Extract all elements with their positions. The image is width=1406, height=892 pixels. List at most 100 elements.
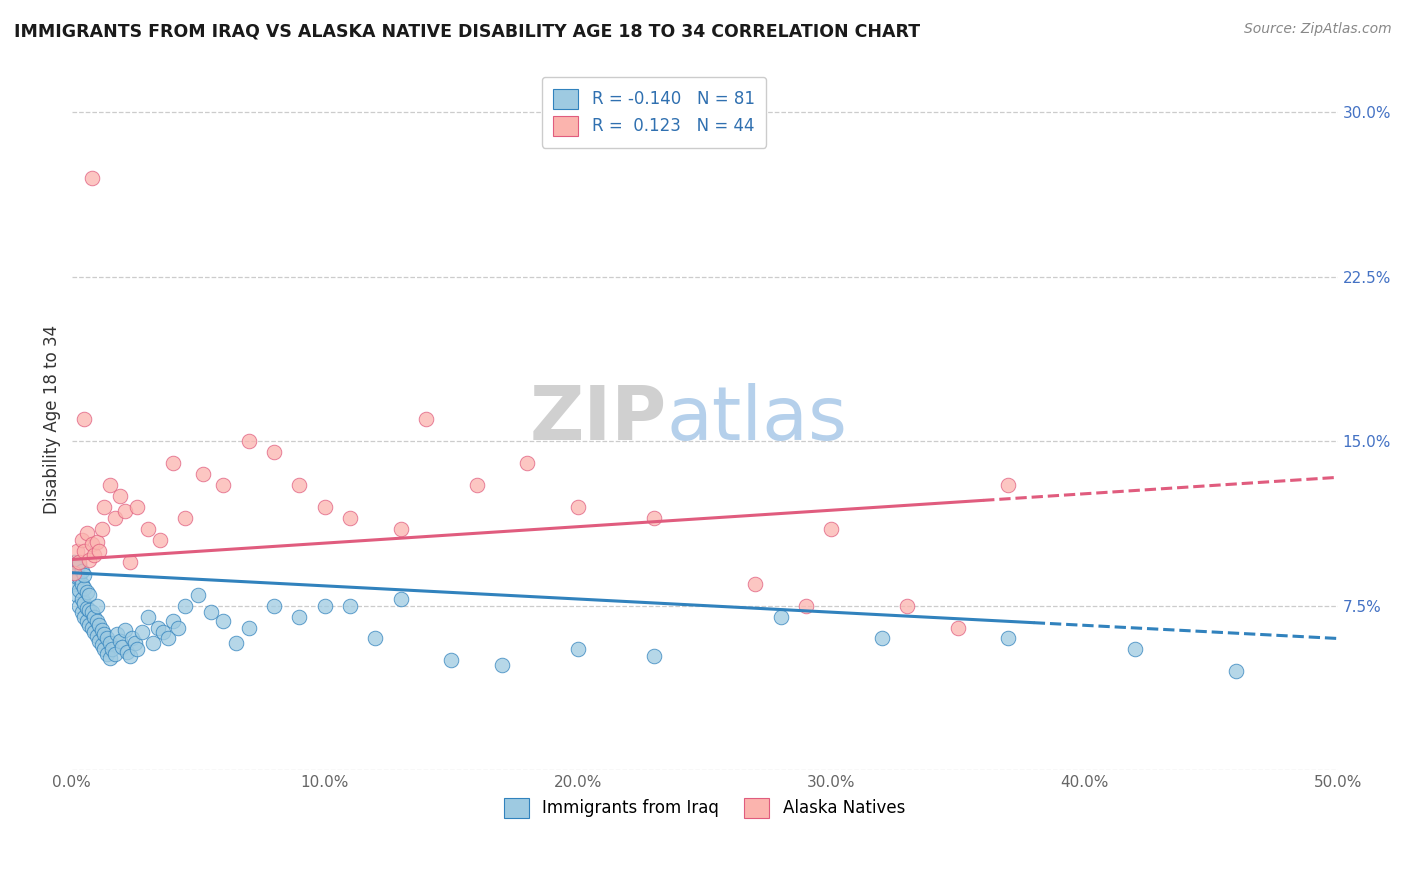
- Point: [70, 592, 93, 607]
- Point: [162, 456, 184, 470]
- Point: [187, 588, 209, 602]
- Point: [103, 647, 125, 661]
- Point: [152, 624, 174, 639]
- Point: [118, 555, 141, 569]
- Point: [339, 599, 361, 613]
- Point: [77, 603, 100, 617]
- Point: [314, 500, 336, 514]
- Point: [80, 605, 103, 619]
- Point: [98, 636, 121, 650]
- Point: [73, 412, 96, 426]
- Point: [794, 599, 817, 613]
- Point: [105, 627, 128, 641]
- Point: [77, 588, 100, 602]
- Point: [70, 576, 93, 591]
- Point: [117, 645, 139, 659]
- Point: [73, 609, 96, 624]
- Point: [121, 632, 143, 646]
- Point: [870, 632, 893, 646]
- Point: [212, 614, 235, 628]
- Point: [288, 609, 311, 624]
- Point: [118, 648, 141, 663]
- Point: [93, 627, 115, 641]
- Point: [769, 609, 792, 624]
- Point: [77, 618, 100, 632]
- Point: [339, 511, 361, 525]
- Point: [63, 566, 86, 580]
- Point: [127, 642, 149, 657]
- Point: [90, 522, 112, 536]
- Point: [124, 636, 146, 650]
- Text: ZIP: ZIP: [529, 383, 666, 456]
- Point: [86, 535, 108, 549]
- Point: [77, 552, 100, 566]
- Point: [83, 624, 105, 639]
- Point: [146, 620, 169, 634]
- Point: [114, 504, 136, 518]
- Point: [70, 564, 93, 578]
- Point: [136, 609, 159, 624]
- Point: [1225, 665, 1247, 679]
- Point: [90, 638, 112, 652]
- Point: [86, 629, 108, 643]
- Point: [389, 522, 412, 536]
- Point: [108, 489, 131, 503]
- Point: [162, 614, 184, 628]
- Point: [73, 581, 96, 595]
- Point: [415, 412, 437, 426]
- Point: [90, 623, 112, 637]
- Point: [73, 543, 96, 558]
- Point: [96, 632, 118, 646]
- Text: atlas: atlas: [666, 383, 848, 456]
- Point: [65, 561, 87, 575]
- Point: [174, 511, 197, 525]
- Point: [80, 171, 103, 186]
- Point: [149, 533, 172, 547]
- Point: [96, 647, 118, 661]
- Point: [440, 653, 463, 667]
- Point: [86, 614, 108, 628]
- Point: [111, 640, 134, 655]
- Point: [1123, 642, 1146, 657]
- Point: [93, 500, 115, 514]
- Point: [89, 543, 111, 558]
- Point: [567, 642, 589, 657]
- Point: [63, 576, 86, 591]
- Point: [63, 555, 86, 569]
- Point: [212, 478, 235, 492]
- Point: [70, 533, 93, 547]
- Point: [131, 624, 153, 639]
- Point: [643, 511, 665, 525]
- Point: [567, 500, 589, 514]
- Point: [491, 657, 513, 672]
- Point: [80, 537, 103, 551]
- Point: [76, 614, 98, 628]
- Point: [70, 605, 93, 619]
- Point: [364, 632, 387, 646]
- Point: [516, 456, 538, 470]
- Point: [89, 633, 111, 648]
- Point: [89, 618, 111, 632]
- Point: [63, 566, 86, 580]
- Point: [67, 583, 90, 598]
- Point: [80, 620, 103, 634]
- Point: [65, 588, 87, 602]
- Point: [65, 543, 87, 558]
- Point: [238, 620, 260, 634]
- Point: [67, 555, 90, 569]
- Point: [76, 600, 98, 615]
- Point: [76, 585, 98, 599]
- Point: [83, 548, 105, 562]
- Point: [108, 633, 131, 648]
- Point: [103, 511, 125, 525]
- Point: [86, 599, 108, 613]
- Point: [101, 642, 124, 657]
- Point: [174, 599, 197, 613]
- Point: [73, 568, 96, 582]
- Point: [744, 576, 766, 591]
- Legend: Immigrants from Iraq, Alaska Natives: Immigrants from Iraq, Alaska Natives: [498, 791, 911, 825]
- Point: [67, 599, 90, 613]
- Point: [946, 620, 969, 634]
- Point: [263, 445, 285, 459]
- Point: [465, 478, 488, 492]
